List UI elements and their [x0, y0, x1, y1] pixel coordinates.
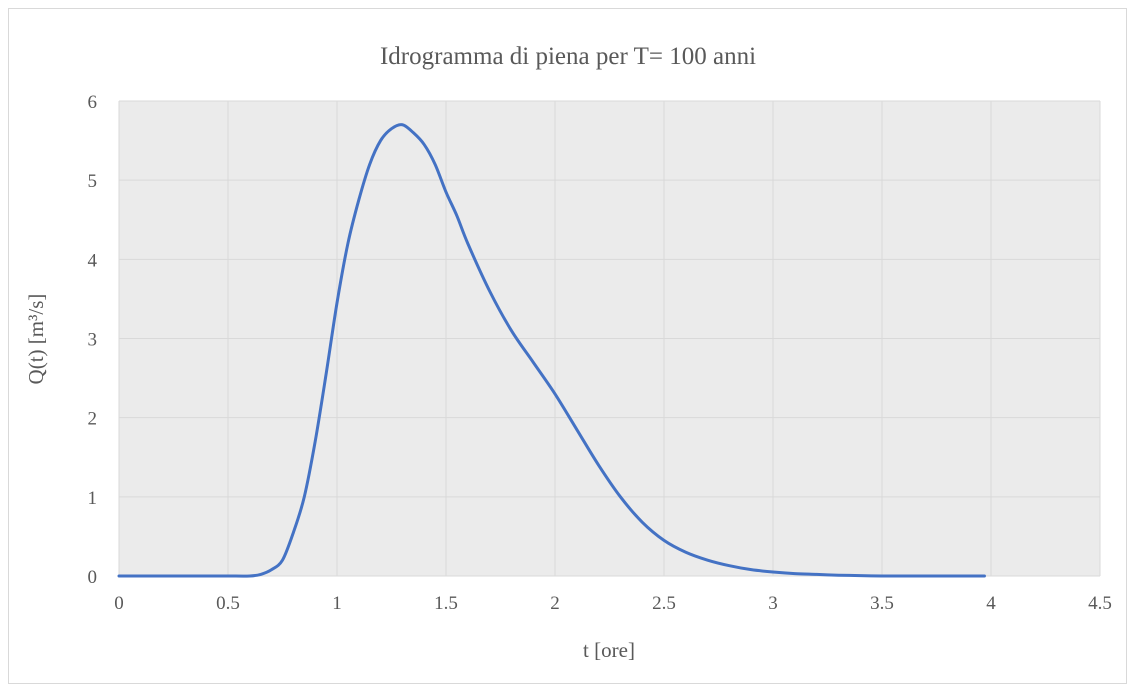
x-tick-label: 4 — [986, 593, 996, 614]
chart-title: Idrogramma di piena per T= 100 anni — [380, 43, 756, 70]
x-axis-label: t [ore] — [583, 638, 635, 662]
y-tick-label: 1 — [88, 488, 98, 509]
x-tick-label: 2 — [550, 593, 560, 614]
x-tick-label: 3 — [768, 593, 778, 614]
series-group — [117, 123, 986, 578]
x-tick-label: 0.5 — [216, 593, 240, 614]
series-line — [117, 123, 986, 578]
y-tick-label: 6 — [88, 92, 98, 113]
x-tick-label: 0 — [114, 593, 124, 614]
y-tick-label: 2 — [88, 409, 98, 430]
y-axis-label: Q(t) [m³/s] — [24, 294, 48, 385]
y-tick-label: 4 — [88, 250, 98, 271]
y-tick-label: 5 — [88, 171, 98, 192]
x-axis: 0 0.5 1 1.5 2 2.5 3 3.5 4 4.5 — [114, 593, 1112, 614]
x-tick-label: 3.5 — [870, 593, 894, 614]
x-tick-label: 1.5 — [434, 593, 458, 614]
y-axis: 0 1 2 3 4 5 6 — [88, 92, 98, 588]
y-tick-label: 0 — [88, 567, 98, 588]
y-tick-label: 3 — [88, 330, 98, 351]
x-tick-label: 2.5 — [652, 593, 676, 614]
x-tick-label: 1 — [332, 593, 342, 614]
x-tick-label: 4.5 — [1088, 593, 1112, 614]
